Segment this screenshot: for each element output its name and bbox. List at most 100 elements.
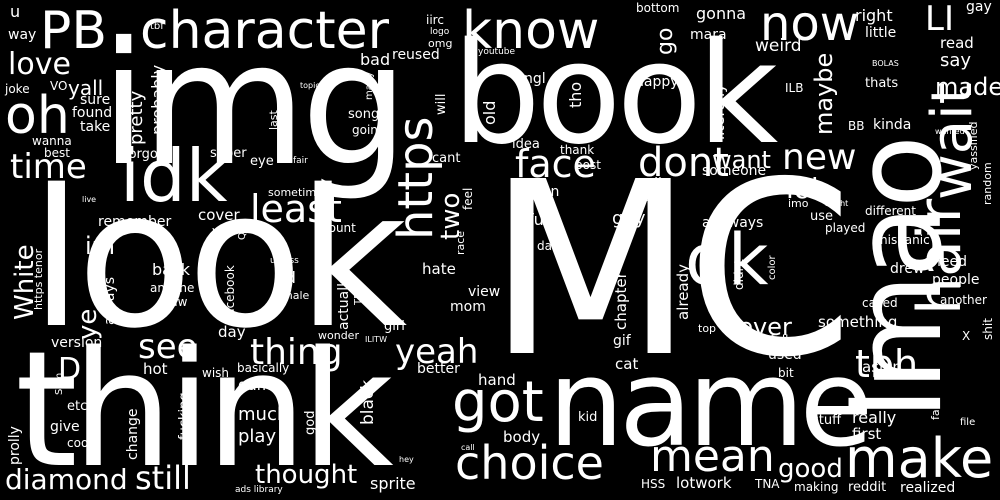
word-count: count [322,221,356,235]
word-feel: feel [461,187,475,210]
word-choice: choice [455,436,604,490]
word-saw: saw [164,295,188,309]
word-lotwork: lotwork [676,474,732,492]
word-ngl: ngl [524,71,546,87]
word-yall: yall [68,76,104,100]
word-reddit: reddit [848,480,887,495]
word-ads-library: ads library [235,485,283,495]
word-something: something [818,313,898,331]
word-day: day [218,323,246,341]
word-see: see [138,327,198,367]
word-dad: dad [537,239,560,253]
word-last: last [267,110,280,130]
word-red: red [638,191,657,204]
word-never: never [723,313,792,341]
word-hot: hot [143,360,168,378]
word-made: made [935,73,1000,101]
word-male: male [282,289,310,302]
word-file: file [960,417,976,428]
word-girl: girl [384,319,405,334]
word-anyways: anyways [702,215,764,231]
word-bottom: bottom [636,1,680,15]
word-mom: mom [450,299,486,315]
word-diamond: diamond [5,463,128,496]
word-sprite: sprite [370,474,416,493]
word-etc: etc [67,399,88,414]
word-li: LI [925,0,954,39]
word-old: old [480,100,499,125]
word-cover: cover [198,206,240,224]
word-mara: mara [690,27,727,43]
word-least: least [250,187,342,231]
word-drew: drew [890,261,925,277]
word-god: god [303,410,318,435]
word-mean: mean [650,431,775,482]
word-thing: thing [250,332,343,373]
word-thank: thank [560,143,595,157]
word-gif: gif [613,333,631,349]
word-post: post [575,158,601,172]
word-maybe: maybe [810,52,838,135]
word-pb: PB [40,1,108,61]
word-gay: gay [966,0,992,15]
word-called: called [862,296,898,310]
word-another: another [940,293,987,307]
word-cool: cool [67,436,92,450]
word-still: still [135,459,191,497]
word-already: already [674,263,692,320]
word-will: will [434,93,449,115]
word-oh: oh [5,86,70,146]
word-tho: tho [566,81,585,108]
word-think: think [15,316,394,500]
word-logo: logo [430,27,450,37]
word-youtube: youtube [478,47,516,57]
word-new: new [782,137,857,178]
word-need: need [932,254,967,270]
word-want: want [712,146,771,174]
word-yep: yep [212,224,235,238]
word-hss: HSS [641,477,666,491]
word-pretty: pretty [126,90,147,145]
word-many: many [364,71,375,100]
word-thought: thought [255,460,358,490]
word-take: take [80,119,111,135]
word-play: play [238,426,277,447]
word-tbf: tbf [150,21,164,32]
word-go: go [653,27,678,55]
word-https-tenor: https tenor [32,248,45,310]
word-way: way [8,27,37,43]
word-cant: cant [432,151,461,166]
word-now: now [760,0,860,52]
word-happy: happy [635,74,679,90]
word-tna: TNA [755,477,780,491]
word-name: name [548,335,873,474]
word-sam: Sam [54,372,65,395]
word-forgot: forgot [124,147,163,162]
word-know: know [462,1,600,61]
word-got: got [452,370,544,435]
word-bad: bad [360,50,391,69]
word-https: https [388,116,444,240]
word-anyone: anyone [150,281,195,295]
word-full: full [770,333,789,347]
word-game: game [238,376,281,394]
word-found: found [72,105,113,121]
word-top: top [698,322,717,335]
word-version: version [51,335,103,351]
word-used: used [768,347,802,363]
word-book: book [452,13,778,176]
word-actually: actually [336,274,352,330]
word-stuff: stuff [812,413,842,428]
word-realized: realized [900,480,956,496]
word-much: much [238,404,289,425]
word-remember: remember [98,214,172,230]
word-facebook: facebook [223,265,237,320]
word-basically: basically [237,361,290,375]
word-lol: lol [786,172,819,205]
word-unless: unless [270,256,299,266]
word-race: race [454,230,467,255]
word-call: call [461,443,475,452]
word-ok: ok [685,219,769,301]
word-better: better [417,361,460,377]
word-wanted: wanted [935,127,965,136]
